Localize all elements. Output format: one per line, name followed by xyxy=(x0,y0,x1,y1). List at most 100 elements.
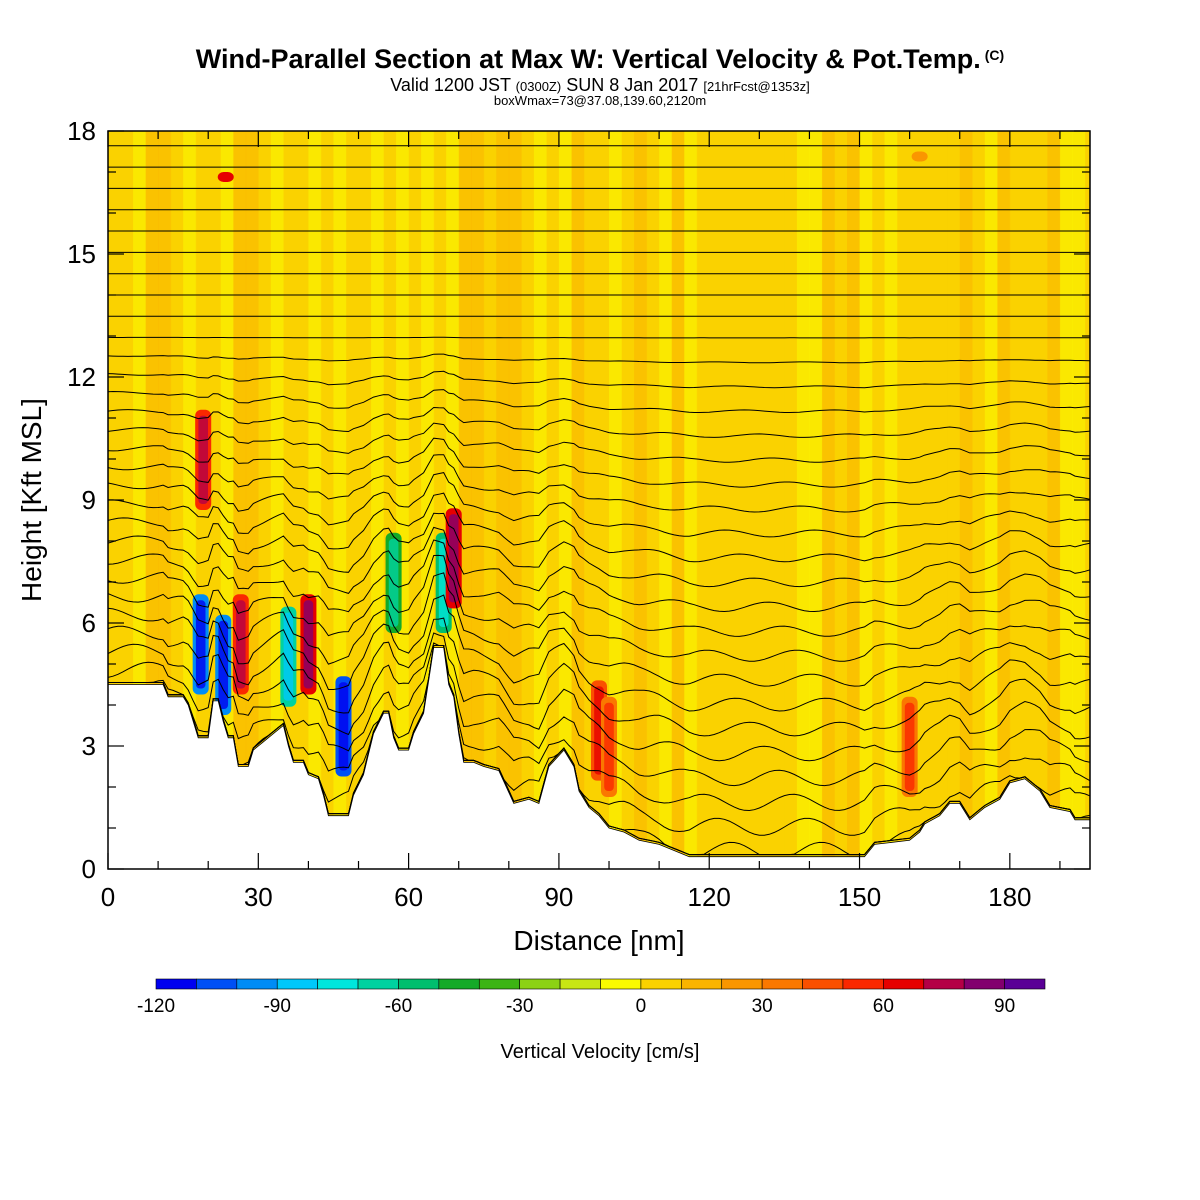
field-stripe xyxy=(734,131,748,869)
field-stripe xyxy=(458,131,472,869)
y-tick-label: 9 xyxy=(82,485,96,515)
field-stripe xyxy=(659,131,673,869)
isentrope-line xyxy=(108,422,1090,463)
colorbar-swatch xyxy=(721,978,763,990)
field-stripe xyxy=(1034,131,1048,869)
field-stripe xyxy=(721,131,735,869)
isentrope-line xyxy=(108,336,1090,339)
colorbar-tick-label: -30 xyxy=(506,996,533,1017)
isentrope-line xyxy=(108,472,1090,538)
field-stripe xyxy=(621,131,635,869)
field-stripe xyxy=(295,131,309,869)
field-stripe xyxy=(997,131,1011,869)
field-stripe xyxy=(320,131,334,869)
field-stripe xyxy=(872,131,886,869)
y-tick-label: 18 xyxy=(67,116,96,146)
colorbar-swatch xyxy=(883,978,925,990)
y-tick-label: 15 xyxy=(67,239,96,269)
colorbar-swatch xyxy=(155,978,197,990)
field-stripe xyxy=(922,131,936,869)
isentrope-line xyxy=(108,353,1090,364)
field-stripe xyxy=(546,131,560,869)
colorbar-swatch xyxy=(519,978,561,990)
vertical-velocity-core xyxy=(904,702,915,791)
colorbar-swatch xyxy=(438,978,480,990)
isentrope-line xyxy=(108,554,1090,662)
isentropes xyxy=(108,145,1090,856)
colorbar-swatch xyxy=(681,978,723,990)
field-stripe xyxy=(909,131,923,869)
isentrope-line xyxy=(108,454,1090,513)
field-stripe xyxy=(308,131,322,869)
isentrope-line xyxy=(108,642,1090,787)
field-stripe xyxy=(959,131,973,869)
field-stripe xyxy=(1059,131,1073,869)
colorbar-tick-label: 90 xyxy=(994,996,1015,1017)
field-stripe xyxy=(859,131,873,869)
isentrope-line xyxy=(108,645,1090,836)
y-tick-label: 3 xyxy=(82,731,96,761)
subtitle-valid: Valid 1200 JST xyxy=(390,75,511,95)
colorbar-swatch xyxy=(923,978,965,990)
field-stripe xyxy=(358,131,372,869)
field-stripe xyxy=(934,131,948,869)
vertical-velocity-core xyxy=(604,702,614,791)
x-tick-label: 150 xyxy=(838,882,881,912)
vertical-velocity-core xyxy=(448,514,459,603)
colorbar-swatch xyxy=(761,978,803,990)
colorbar: -120 -90 -60 -30 0 30 60 90 xyxy=(137,978,1046,1017)
vertical-velocity-band xyxy=(911,151,928,162)
field-stripe xyxy=(258,131,272,869)
field-stripe xyxy=(371,131,385,869)
chart-title: Wind-Parallel Section at Max W: Vertical… xyxy=(195,44,1005,74)
colorbar-swatch xyxy=(357,978,399,990)
field-stripe xyxy=(709,131,723,869)
field-stripe xyxy=(471,131,485,869)
field-stripe xyxy=(571,131,585,869)
field-stripe xyxy=(972,131,986,869)
colorbar-tick-label: -60 xyxy=(385,996,412,1017)
y-tick-label: 0 xyxy=(82,854,96,884)
colorbar-swatch xyxy=(398,978,440,990)
x-tick-label: 0 xyxy=(101,882,115,912)
subtitle-date: SUN 8 Jan 2017 xyxy=(566,75,699,95)
field-stripe xyxy=(947,131,961,869)
colorbar-swatch xyxy=(196,978,238,990)
field-stripe xyxy=(771,131,785,869)
colorbar-swatch xyxy=(600,978,642,990)
isentrope-line xyxy=(108,437,1090,488)
x-tick-label: 120 xyxy=(688,882,731,912)
colorbar-swatch xyxy=(276,978,318,990)
subtitle-forecast: [21hrFcst@1353z] xyxy=(703,79,810,94)
isentrope-line xyxy=(108,389,1090,413)
field-stripe xyxy=(759,131,773,869)
field-stripe xyxy=(521,131,535,869)
axes: 0 30 60 90 120 150 180 0 3 6 9 12 15 18 xyxy=(67,116,1091,912)
y-tick-label: 12 xyxy=(67,362,96,392)
field-stripe xyxy=(746,131,760,869)
colorbar-title: Vertical Velocity [cm/s] xyxy=(501,1041,700,1063)
field-stripe xyxy=(684,131,698,869)
colorbar-tick-label: 30 xyxy=(752,996,773,1017)
vertical-velocity-band xyxy=(217,172,234,182)
field-stripe xyxy=(396,131,410,869)
subtitle-utc: (0300Z) xyxy=(515,79,562,94)
title-mark: (C) xyxy=(984,47,1005,63)
field-stripe xyxy=(1009,131,1023,869)
field-stripe xyxy=(847,131,861,869)
field-stripe xyxy=(821,131,835,869)
isentrope-line xyxy=(108,617,1090,737)
isentrope-line xyxy=(108,526,1090,613)
field-stripe xyxy=(1047,131,1061,869)
isentrope-line xyxy=(108,572,1090,687)
colorbar-swatch xyxy=(559,978,601,990)
field-stripe xyxy=(483,131,497,869)
colorbar-swatch xyxy=(963,978,1005,990)
isentrope-line xyxy=(108,512,1090,588)
field-stripe xyxy=(671,131,685,869)
isentrope-line xyxy=(108,594,1090,712)
colorbar-swatch xyxy=(842,978,884,990)
x-tick-label: 30 xyxy=(244,882,273,912)
colorbar-swatch xyxy=(1004,978,1046,990)
